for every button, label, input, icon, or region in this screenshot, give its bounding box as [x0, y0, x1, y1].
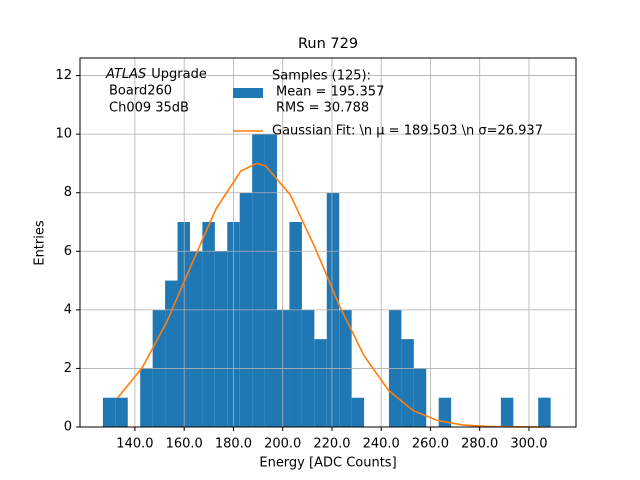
x-tick-label: 180.0	[215, 437, 252, 452]
bar	[202, 222, 215, 427]
x-tick-label: 160.0	[166, 437, 203, 452]
y-tick-label: 4	[64, 302, 72, 317]
y-tick-label: 10	[55, 127, 72, 142]
bar	[252, 134, 265, 427]
y-tick-label: 0	[64, 420, 72, 435]
annotation: ATLAS Upgrade	[105, 67, 207, 82]
y-tick-label: 12	[55, 68, 72, 83]
legend-label: RMS = 30.788	[276, 101, 369, 116]
axes-frame	[79, 57, 577, 428]
legend-label: Gaussian Fit: \n μ = 189.503 \n σ=26.937	[272, 124, 543, 139]
bar	[177, 222, 190, 427]
x-tick-label: 260.0	[412, 437, 449, 452]
x-tick-label: 140.0	[116, 437, 153, 452]
y-tick-label: 8	[64, 185, 72, 200]
bar	[401, 339, 414, 427]
bar	[413, 368, 427, 427]
x-tick-label: 220.0	[313, 437, 350, 452]
bar	[500, 397, 514, 427]
chart-title: Run 729	[298, 36, 358, 52]
bar	[289, 222, 302, 427]
legend-label: Samples (125):	[272, 69, 371, 84]
bar	[115, 397, 128, 427]
legend-label: Mean = 195.357	[276, 85, 384, 100]
bar	[214, 251, 228, 427]
bar	[538, 397, 551, 427]
fit-line	[117, 162, 547, 428]
x-tick-label: 200.0	[264, 437, 301, 452]
bar	[140, 368, 153, 427]
y-axis-label: Entries	[33, 220, 48, 266]
bar	[438, 397, 452, 427]
annotation: Ch009 35dB	[109, 101, 189, 116]
bar	[189, 251, 203, 427]
annotation: Board260	[109, 84, 172, 99]
x-axis-label: Energy [ADC Counts]	[259, 456, 396, 471]
y-tick-label: 2	[64, 361, 72, 376]
bar	[102, 397, 116, 427]
annotation-text: Upgrade	[151, 67, 207, 82]
y-tick-label: 6	[64, 244, 72, 259]
x-tick-label: 300.0	[510, 437, 547, 452]
x-tick-label: 240.0	[363, 437, 400, 452]
bar	[264, 134, 278, 427]
annotation-emphasis: ATLAS	[105, 67, 146, 82]
bar	[314, 339, 327, 427]
bar	[351, 397, 365, 427]
legend-swatch	[233, 88, 263, 98]
x-tick-label: 280.0	[461, 437, 498, 452]
